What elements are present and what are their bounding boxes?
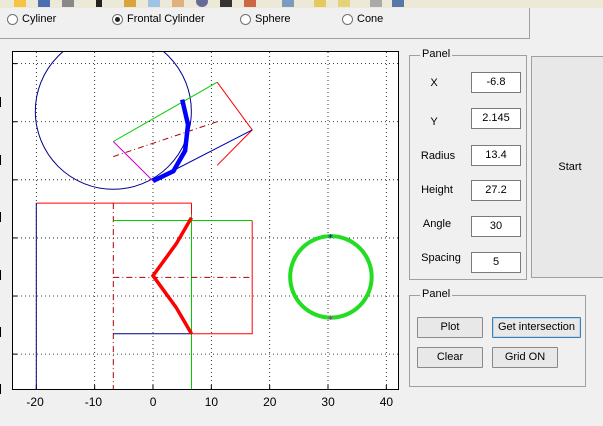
pan-icon[interactable] bbox=[172, 0, 184, 7]
plot-series-circle bbox=[34, 52, 192, 190]
x-tick-label: -20 bbox=[26, 395, 44, 409]
spacing-label: Spacing bbox=[421, 252, 461, 264]
spacing-field[interactable]: 5 bbox=[471, 252, 521, 273]
print-icon[interactable] bbox=[62, 0, 74, 7]
radio-label: Frontal Cylinder bbox=[127, 13, 205, 25]
plot-series-line bbox=[113, 81, 218, 142]
get-intersection-button[interactable]: Get intersection bbox=[492, 317, 581, 338]
plot-series-line bbox=[150, 216, 194, 335]
radio-frontal-cylinder[interactable]: Frontal Cylinder bbox=[112, 12, 205, 26]
link-icon[interactable] bbox=[282, 0, 294, 7]
angle-field[interactable]: 30 bbox=[471, 216, 521, 237]
x-field[interactable]: -6.8 bbox=[471, 72, 521, 93]
panel-title: Panel bbox=[420, 48, 453, 60]
radio-cyliner[interactable]: Cyliner bbox=[7, 12, 56, 26]
clear-button[interactable]: Clear bbox=[417, 347, 483, 368]
x-tick-label: 30 bbox=[321, 395, 335, 409]
toolbar bbox=[0, 0, 603, 8]
y-tick-label-stub bbox=[0, 270, 6, 280]
y-tick-label-stub bbox=[0, 212, 6, 222]
radio-circle[interactable] bbox=[240, 13, 251, 25]
legend-icon[interactable] bbox=[338, 0, 350, 7]
plot-series-line bbox=[152, 99, 191, 184]
show-plot-icon[interactable] bbox=[392, 0, 404, 7]
plot-series-circle bbox=[288, 234, 374, 320]
radio-circle[interactable] bbox=[112, 13, 123, 25]
x-tick-label: -10 bbox=[84, 395, 103, 409]
parameters-panel: Panel X -6.8 Y 2.145 Radius 13.4 Height … bbox=[409, 48, 527, 280]
y-tick-label-stub bbox=[0, 155, 6, 165]
y-tick-label-stub bbox=[0, 97, 6, 107]
y-label: Y bbox=[430, 116, 438, 128]
radius-field[interactable]: 13.4 bbox=[471, 145, 521, 166]
x-tick-label: 40 bbox=[379, 395, 394, 409]
y-tick-label-stub bbox=[0, 327, 6, 337]
radio-label: Sphere bbox=[255, 13, 291, 25]
plot-canvas: ** bbox=[13, 52, 398, 389]
shape-selector-panel: Cyliner Frontal Cylinder Sphere Cone bbox=[0, 8, 530, 39]
panel-title: Panel bbox=[420, 288, 453, 300]
brush-icon[interactable] bbox=[244, 0, 256, 7]
grid-on-button[interactable]: Grid ON bbox=[492, 347, 558, 368]
start-label: Start bbox=[558, 161, 582, 173]
pointer-icon[interactable] bbox=[96, 0, 102, 7]
plot-series-line bbox=[191, 220, 253, 335]
x-tick-label: 0 bbox=[149, 395, 157, 409]
datacursor-icon[interactable] bbox=[220, 0, 232, 7]
y-tick-label-stub bbox=[0, 384, 6, 394]
save-icon[interactable] bbox=[38, 0, 50, 7]
zoom-in-icon[interactable] bbox=[124, 0, 136, 7]
x-tick-label: 10 bbox=[204, 395, 219, 409]
hide-plot-icon[interactable] bbox=[370, 0, 382, 7]
plot-button[interactable]: Plot bbox=[417, 317, 483, 338]
actions-panel: Panel Plot Get intersection Clear Grid O… bbox=[409, 288, 586, 387]
radio-sphere[interactable]: Sphere bbox=[240, 12, 290, 26]
radio-label: Cone bbox=[357, 13, 384, 25]
open-icon[interactable] bbox=[14, 0, 26, 7]
rotate-icon[interactable] bbox=[196, 0, 208, 7]
x-tick-label: 20 bbox=[263, 395, 277, 409]
radio-label: Cyliner bbox=[22, 13, 57, 25]
x-label: X bbox=[430, 77, 438, 89]
colorbar-icon[interactable] bbox=[314, 0, 326, 7]
angle-label: Angle bbox=[422, 218, 452, 230]
plot-series-line bbox=[216, 81, 253, 166]
intersection-marker: * bbox=[328, 315, 333, 326]
radio-circle[interactable] bbox=[342, 13, 353, 25]
plot-axes[interactable]: * * bbox=[12, 51, 399, 390]
radio-cone[interactable]: Cone bbox=[342, 12, 383, 26]
radius-label: Radius bbox=[420, 150, 456, 162]
start-button[interactable]: Start bbox=[531, 56, 603, 278]
zoom-out-icon[interactable] bbox=[148, 0, 160, 7]
intersection-marker: * bbox=[328, 233, 333, 244]
height-field[interactable]: 27.2 bbox=[471, 180, 521, 201]
y-field[interactable]: 2.145 bbox=[471, 108, 521, 129]
plot-series-line bbox=[113, 121, 218, 158]
height-label: Height bbox=[421, 184, 453, 196]
radio-circle[interactable] bbox=[7, 13, 18, 25]
plot-series-line bbox=[112, 141, 154, 182]
